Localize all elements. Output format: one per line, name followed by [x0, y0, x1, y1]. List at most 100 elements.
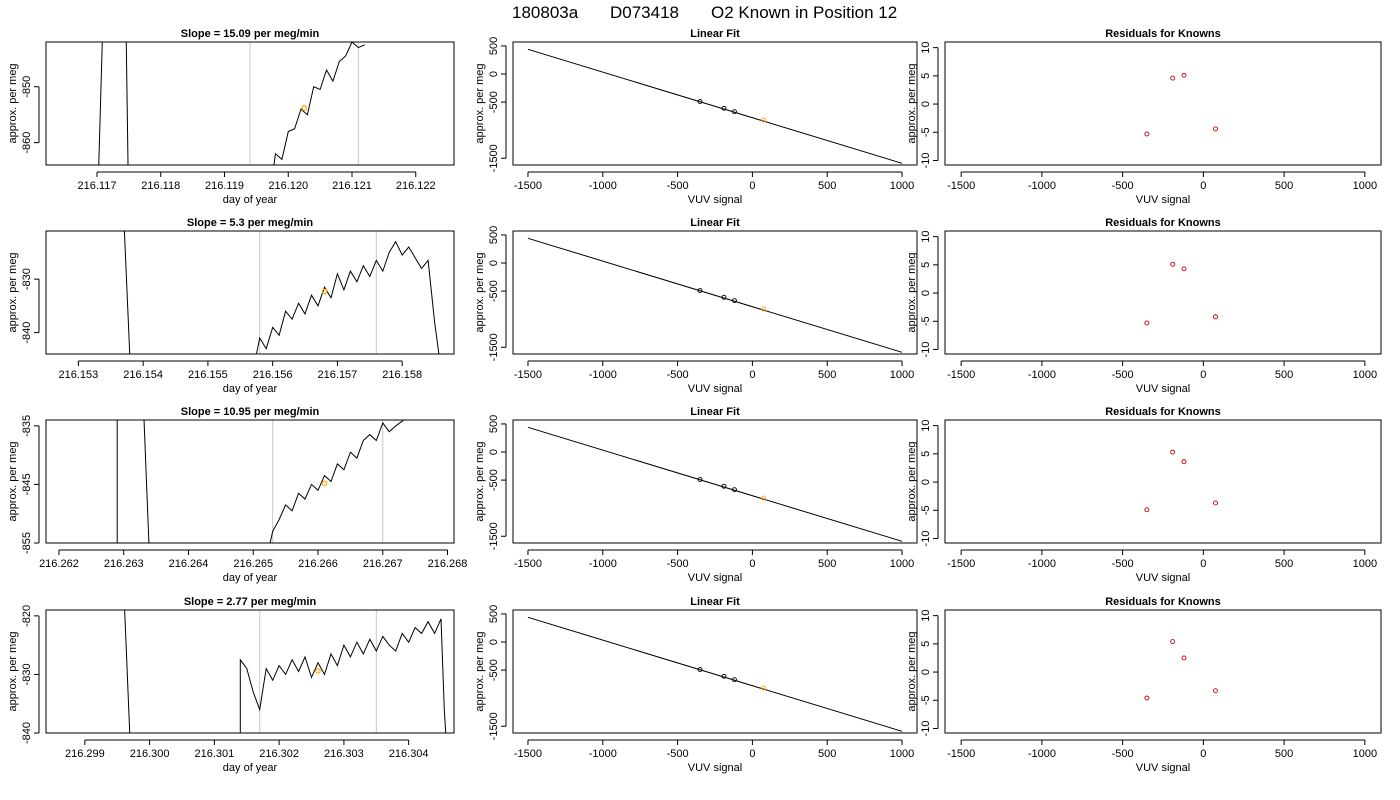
y-axis-label: approx. per meg: [7, 441, 19, 521]
y-tick-label: 10: [920, 420, 932, 432]
y-tick-label: 10: [920, 610, 932, 622]
plot-frame: [944, 230, 1382, 355]
x-axis: -1500 -1000 -500 0 500 1000 VUV signal: [947, 360, 1377, 395]
plot-frame: [944, 419, 1382, 544]
x-tick-label: 216.158: [382, 369, 422, 381]
y-tick-label: 0: [920, 669, 932, 675]
y-tick-label: -850: [21, 76, 33, 98]
y-tick-label: -5: [920, 505, 932, 515]
x-tick-label: 0: [1200, 369, 1206, 381]
x-tick-label: 216.263: [104, 558, 144, 570]
y-tick-label: 500: [488, 605, 500, 623]
x-tick-label: -1500: [947, 369, 975, 381]
y-tick-label: -500: [488, 280, 500, 302]
panel-linear-fit-row-3: Linear Fit -1500 -1000 -500 0 500 1000 VUV sign…: [474, 406, 918, 584]
x-tick-label: 0: [749, 369, 755, 381]
calibration-point: [761, 685, 767, 691]
y-axis-label: approx. per meg: [906, 252, 918, 332]
y-axis-label: approx. per meg: [906, 631, 918, 711]
y-tick-label: -5: [920, 695, 932, 705]
x-tick-label: -1000: [589, 748, 617, 760]
x-tick-label: 216.153: [58, 369, 98, 381]
x-axis-label: VUV signal: [1136, 194, 1190, 206]
x-axis: 216.262 216.263 216.264 216.265 216.266 216.2…: [39, 549, 467, 584]
residual-point: [1170, 261, 1176, 267]
panel-title: Linear Fit: [690, 406, 740, 418]
x-tick-label: 1000: [1353, 180, 1377, 192]
y-tick-label: -10: [920, 531, 932, 547]
x-axis: -1500 -1000 -500 0 500 1000 VUV signal: [514, 549, 914, 584]
x-tick-label: -500: [1112, 180, 1134, 192]
signal-trace: [123, 231, 440, 354]
x-tick-label: -1500: [947, 558, 975, 570]
plot-area: [98, 42, 365, 165]
y-axis-label: approx. per meg: [7, 252, 19, 332]
signal-trace: [98, 42, 365, 165]
calibration-point: [732, 109, 737, 115]
y-tick-label: -830: [21, 663, 33, 685]
x-tick-label: -1000: [589, 369, 617, 381]
y-tick-label: -820: [21, 605, 33, 627]
plot-area: [527, 48, 903, 164]
residual-point: [1144, 695, 1150, 701]
y-tick-label: -840: [21, 322, 33, 344]
sample-marker: [301, 105, 307, 111]
y-tick-label: -830: [21, 268, 33, 290]
figure-title-run-id: 180803a: [512, 3, 579, 22]
y-tick-label: 10: [920, 42, 932, 54]
x-axis: -1500 -1000 -500 0 500 1000 VUV signal: [514, 739, 914, 774]
x-tick-label: -1500: [514, 180, 542, 192]
y-axis-label: approx. per meg: [906, 441, 918, 521]
residual-point: [1181, 459, 1187, 465]
x-tick-label: -500: [1112, 748, 1134, 760]
x-axis: 216.153 216.154 216.155 216.156 216.157 216.1…: [58, 360, 422, 395]
x-tick-label: 216.120: [268, 180, 308, 192]
calibration-point: [697, 667, 703, 672]
x-axis-label: VUV signal: [688, 383, 742, 395]
y-tick-label: 0: [920, 290, 932, 296]
x-tick-label: -500: [667, 369, 689, 381]
panel-title: Residuals for Knowns: [1105, 28, 1221, 40]
panel-title: Residuals for Knowns: [1105, 217, 1221, 229]
panel-linear-fit-row-1: Linear Fit -1500 -1000 -500 0 500 1000 VUV sign…: [474, 28, 918, 206]
figure-title-sample-id: D073418: [610, 3, 679, 22]
x-tick-label: -1500: [947, 180, 975, 192]
y-tick-label: -10: [920, 153, 932, 169]
panel-title: Residuals for Knowns: [1105, 596, 1221, 608]
x-tick-label: 216.121: [332, 180, 372, 192]
x-tick-label: -1000: [1028, 748, 1056, 760]
y-axis-label: approx. per meg: [7, 63, 19, 143]
x-tick-label: 1000: [890, 369, 914, 381]
x-tick-label: 500: [818, 369, 836, 381]
y-tick-label: -5: [920, 316, 932, 326]
x-tick-label: 216.119: [205, 180, 244, 192]
x-tick-label: 0: [1200, 180, 1206, 192]
y-tick-label: -1500: [488, 333, 500, 361]
x-tick-label: 1000: [1353, 558, 1377, 570]
x-axis-label: VUV signal: [688, 762, 742, 774]
y-tick-label: 0: [920, 101, 932, 107]
residual-point: [1144, 131, 1150, 137]
x-tick-label: -500: [667, 748, 689, 760]
panel-linear-fit-row-4: Linear Fit -1500 -1000 -500 0 500 1000 VUV sign…: [474, 596, 918, 774]
residual-point: [1144, 320, 1150, 326]
signal-trace: [124, 610, 447, 733]
residual-point: [1181, 266, 1187, 272]
panel-residuals-row-1: Residuals for Knowns -1500 -1000 -500 0 500 10…: [906, 28, 1382, 206]
calibration-point: [732, 487, 737, 493]
y-tick-label: 0: [488, 260, 500, 266]
y-tick-label: -5: [920, 127, 932, 137]
x-tick-label: 0: [749, 748, 755, 760]
calibration-point: [697, 99, 703, 104]
x-tick-label: 216.117: [78, 180, 117, 192]
x-tick-label: 216.303: [324, 748, 364, 760]
plot-area: [1144, 261, 1218, 326]
x-axis: 216.299 216.300 216.301 216.302 216.303 216.3…: [65, 739, 429, 774]
